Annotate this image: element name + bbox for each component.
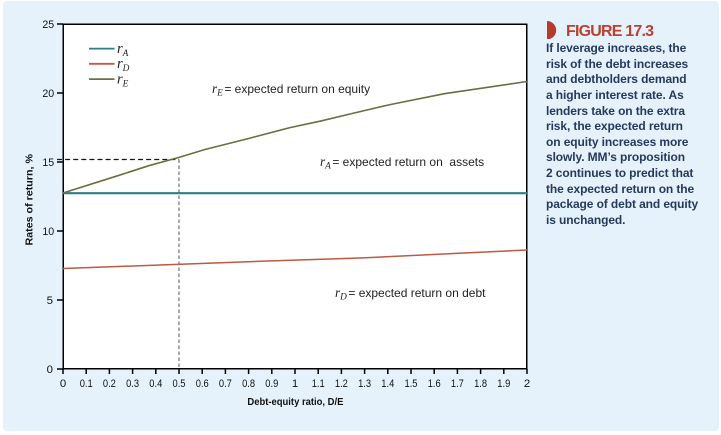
svg-text:2: 2: [524, 378, 530, 390]
svg-text:0: 0: [60, 378, 66, 390]
svg-text:0.1: 0.1: [80, 378, 93, 390]
svg-text:rE= expected return on equity: rE = expected return on equity: [212, 81, 370, 99]
svg-text:1.9: 1.9: [497, 378, 510, 390]
svg-text:1.7: 1.7: [451, 378, 464, 390]
svg-text:1.6: 1.6: [428, 378, 441, 390]
svg-text:25: 25: [42, 19, 54, 31]
svg-text:1.5: 1.5: [405, 378, 418, 390]
svg-text:Rates of return, %: Rates of return, %: [25, 154, 36, 246]
svg-text:0.5: 0.5: [173, 378, 186, 390]
svg-text:1.4: 1.4: [381, 378, 394, 390]
svg-text:1.3: 1.3: [358, 378, 371, 390]
svg-text:0.3: 0.3: [126, 378, 139, 390]
svg-text:15: 15: [42, 157, 54, 169]
svg-text:rA= expected return on assets: rA = expected return on assets: [320, 154, 484, 172]
svg-text:10: 10: [42, 226, 54, 238]
svg-text:0: 0: [47, 364, 53, 376]
svg-text:rD= expected return on debt: rD = expected return on debt: [335, 285, 486, 303]
svg-text:0.2: 0.2: [103, 378, 116, 390]
svg-text:20: 20: [42, 88, 54, 100]
svg-text:1.2: 1.2: [335, 378, 348, 390]
svg-text:1.8: 1.8: [474, 378, 487, 390]
svg-text:rA: rA: [117, 41, 129, 59]
svg-text:0.4: 0.4: [149, 378, 162, 390]
svg-text:0.8: 0.8: [242, 378, 255, 390]
svg-text:0.9: 0.9: [265, 378, 278, 390]
svg-text:1.1: 1.1: [312, 378, 325, 390]
svg-text:1: 1: [292, 378, 298, 390]
svg-text:Debt-equity ratio, D/E: Debt-equity ratio, D/E: [247, 397, 343, 408]
svg-text:5: 5: [47, 295, 53, 307]
svg-text:rE: rE: [117, 72, 129, 90]
svg-text:0.6: 0.6: [196, 378, 209, 390]
svg-text:0.7: 0.7: [219, 378, 232, 390]
